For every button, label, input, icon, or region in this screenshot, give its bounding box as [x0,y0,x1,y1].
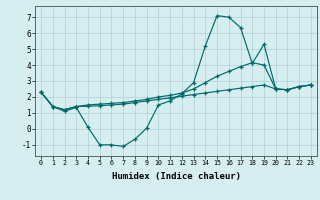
X-axis label: Humidex (Indice chaleur): Humidex (Indice chaleur) [111,172,241,181]
